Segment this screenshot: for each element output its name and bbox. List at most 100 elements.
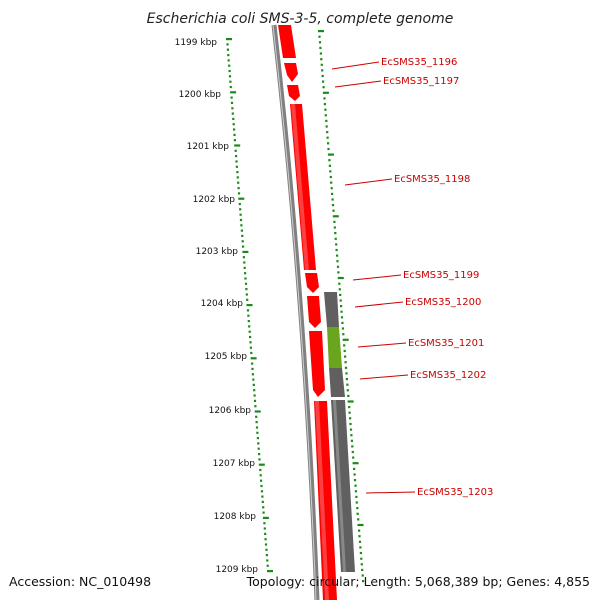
inner-ruler-tick — [235, 160, 238, 163]
outer-ruler-tick — [320, 58, 323, 61]
ruler-label-1208: 1208 kbp — [214, 512, 257, 522]
inner-ruler-tick — [242, 256, 245, 259]
outer-ruler-tick — [342, 338, 349, 341]
gene-labels-layer: EcSMS35_1196 EcSMS35_1197 EcSMS35_1198 EcSM… — [331, 57, 493, 498]
leader-line — [344, 178, 393, 186]
gene-block-1 — [278, 25, 296, 58]
inner-ruler-tick — [226, 48, 229, 51]
outer-ruler-tick — [341, 321, 344, 324]
outer-ruler-tick — [329, 175, 332, 179]
genome-backbone — [271, 24, 320, 600]
ruler-label-1204: 1204 kbp — [201, 299, 244, 309]
inner-ruler-tick — [262, 516, 269, 519]
outer-ruler-tick — [322, 80, 325, 83]
inner-ruler-tick — [251, 367, 254, 370]
outer-ruler-tick — [331, 198, 334, 201]
inner-ruler-tick — [241, 240, 244, 243]
outer-ruler-tick — [318, 30, 324, 33]
inner-ruler-tick — [261, 500, 264, 503]
outer-ruler-tick — [350, 439, 353, 442]
outer-ruler-tick — [331, 192, 334, 195]
inner-ruler-tick — [259, 474, 262, 477]
outer-ruler-tick — [333, 220, 336, 223]
outer-ruler-tick — [351, 445, 354, 448]
outer-ruler-tick — [323, 103, 326, 106]
leader-line — [365, 491, 416, 494]
inner-ruler-tick — [252, 383, 255, 386]
outer-ruler-tick — [343, 349, 346, 353]
inner-ruler-tick — [238, 202, 241, 206]
inner-ruler-tick — [230, 101, 234, 104]
ruler-label-1200: 1200 kbp — [179, 90, 222, 100]
inner-ruler-tick — [262, 511, 265, 514]
inner-ruler-tick — [260, 490, 264, 493]
inner-ruler-tick — [237, 187, 240, 190]
outer-ruler-tick — [355, 495, 358, 498]
inner-ruler-tick — [233, 139, 236, 142]
outer-ruler-tick — [348, 406, 351, 409]
outer-ruler-tick — [340, 305, 343, 308]
inner-ruler-tick — [266, 559, 269, 562]
inner-ruler-tick — [237, 192, 241, 195]
outer-ruler-tick — [330, 187, 333, 190]
gene-label: EcSMS35_1200 — [405, 297, 481, 308]
genes-layer — [278, 25, 355, 600]
inner-ruler-tick — [263, 522, 266, 525]
inner-ruler-tick — [243, 261, 246, 264]
leader-line — [359, 374, 409, 380]
inner-ruler-tick — [264, 543, 268, 546]
outer-ruler-tick — [353, 473, 356, 476]
outer-ruler-tick — [344, 366, 348, 369]
outer-ruler-tick — [331, 204, 335, 207]
outer-ruler-tick — [340, 310, 343, 313]
outer-ruler-tick — [329, 170, 332, 173]
outer-ruler-tick — [362, 580, 365, 583]
map-title: Escherichia coli SMS-3-5, complete genom… — [147, 11, 454, 27]
gene-label: EcSMS35_1203 — [417, 487, 493, 498]
inner-ruler-tick — [258, 463, 265, 466]
inner-ruler-tick — [246, 309, 250, 312]
inner-ruler-tick — [229, 85, 232, 89]
outer-ruler-tick — [327, 147, 330, 151]
leader-line — [357, 342, 407, 348]
inner-ruler-tick — [245, 288, 248, 291]
outer-ruler-tick — [356, 507, 359, 510]
gene-label: EcSMS35_1199 — [403, 270, 479, 281]
outer-ruler-tick — [353, 479, 357, 482]
outer-ruler-tick — [344, 361, 347, 364]
ticks-layer: 1199 kbp 1200 kbp 1201 kbp 1202 kbp 1203 kbp… — [175, 30, 365, 583]
gene-block-1201 — [327, 327, 342, 368]
accession-text: Accession: NC_010498 — [9, 574, 151, 589]
gene-block-1199 — [305, 273, 319, 293]
inner-ruler-tick — [265, 554, 268, 557]
outer-ruler-tick — [361, 568, 364, 571]
inner-ruler-tick — [239, 208, 242, 211]
ruler-label-1205: 1205 kbp — [205, 352, 248, 362]
inner-ruler-tick — [228, 64, 231, 67]
inner-ruler-tick — [246, 304, 253, 307]
inner-ruler-tick — [228, 75, 232, 78]
outer-ruler-tick — [322, 91, 329, 94]
inner-ruler-tick — [242, 245, 245, 248]
gene-block-1200-fwd — [307, 296, 321, 328]
inner-ruler-tick — [260, 479, 263, 482]
inner-ruler-tick — [243, 266, 246, 269]
inner-ruler-tick — [267, 570, 273, 573]
gene-block-1200 — [324, 292, 339, 327]
outer-ruler-tick — [358, 535, 361, 538]
outer-ruler-tick — [347, 394, 350, 397]
ruler-label-1201: 1201 kbp — [187, 142, 230, 152]
outer-ruler-tick — [333, 226, 336, 229]
inner-ruler-tick — [247, 320, 250, 323]
outer-ruler-tick — [339, 299, 342, 302]
outer-ruler-tick — [326, 131, 329, 134]
inner-ruler-tick — [252, 378, 255, 381]
outer-ruler-tick — [360, 563, 363, 566]
outer-ruler-tick — [360, 557, 363, 560]
gene-shading — [315, 401, 329, 600]
inner-ruler-tick — [253, 389, 256, 392]
inner-ruler-tick — [226, 43, 229, 46]
outer-ruler-tick — [358, 540, 362, 543]
